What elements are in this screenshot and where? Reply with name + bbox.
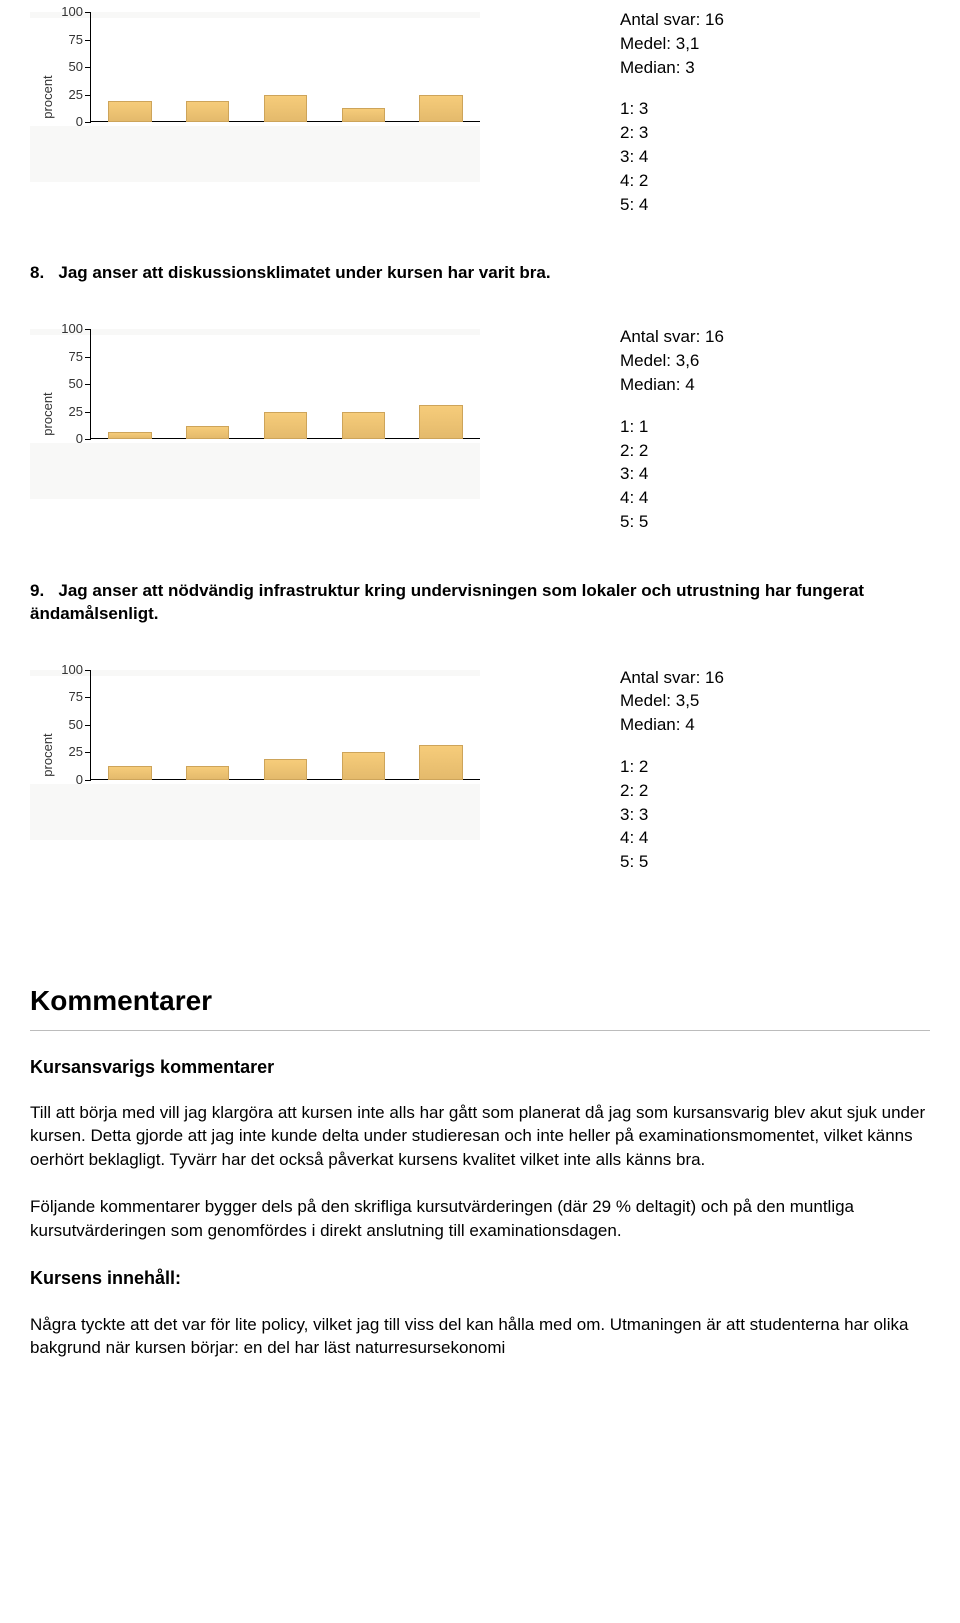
bar-1-2	[264, 95, 308, 123]
dist-1-2: 3: 4	[620, 145, 724, 169]
chart-plot-2: 0255075100	[90, 329, 480, 439]
stats-medel-1: Medel: 3,1	[620, 32, 724, 56]
bar-3-4	[419, 745, 463, 779]
stats-median-2: Median: 4	[620, 373, 724, 397]
dist-2-0: 1: 1	[620, 415, 724, 439]
ytick-label: 25	[69, 743, 83, 761]
chart-wrap-2: procent02550751001. Mycket dåligt2345. M…	[30, 325, 480, 499]
question-body-9: Jag anser att nödvändig infrastruktur kr…	[30, 581, 864, 623]
dist-2-4: 5: 5	[620, 510, 724, 534]
dist-1-4: 5: 4	[620, 193, 724, 217]
stats-medel-3: Medel: 3,5	[620, 689, 724, 713]
ytick-label: 75	[69, 31, 83, 49]
bar-chart-1: procent02550751001. Instämmer inte alls2…	[30, 12, 480, 182]
ytick-label: 50	[69, 58, 83, 76]
ytick-label: 100	[61, 3, 83, 21]
dist-1-3: 4: 2	[620, 169, 724, 193]
dist-3-1: 2: 2	[620, 779, 724, 803]
comments-rule	[30, 1030, 930, 1031]
comments-heading: Kommentarer	[30, 982, 930, 1020]
comments-para-2: Följande kommentarer bygger dels på den …	[30, 1195, 930, 1242]
bar-chart-2: procent02550751001. Mycket dåligt2345. M…	[30, 329, 480, 499]
stats-col-1: Antal svar: 16 Medel: 3,1 Median: 3 1: 3…	[620, 8, 724, 234]
chart-wrap-1: procent02550751001. Instämmer inte alls2…	[30, 8, 480, 182]
question-text-9: 9. Jag anser att nödvändig infrastruktur…	[30, 580, 930, 626]
ytick-label: 25	[69, 403, 83, 421]
question-block-3: procent02550751001. Instämmer inte alls2…	[30, 666, 930, 892]
bar-2-1	[186, 426, 230, 440]
bar-2-3	[342, 412, 386, 440]
dist-3-2: 3: 3	[620, 803, 724, 827]
question-text-8: 8. Jag anser att diskussionsklimatet und…	[30, 262, 930, 285]
dist-2-3: 4: 4	[620, 486, 724, 510]
stats-antal-3: Antal svar: 16	[620, 666, 724, 690]
dist-1-0: 1: 3	[620, 97, 724, 121]
bar-3-0	[108, 766, 152, 780]
ytick-label: 75	[69, 688, 83, 706]
comments-subheading-2: Kursens innehåll:	[30, 1266, 930, 1290]
bar-3-3	[342, 752, 386, 780]
dist-2-1: 2: 2	[620, 439, 724, 463]
stats-antal-1: Antal svar: 16	[620, 8, 724, 32]
chart-ylabel-1: procent	[39, 75, 57, 118]
comments-subheading: Kursansvarigs kommentarer	[30, 1055, 930, 1079]
stats-antal-2: Antal svar: 16	[620, 325, 724, 349]
comments-section: Kommentarer Kursansvarigs kommentarer Ti…	[30, 982, 930, 1360]
ytick-label: 25	[69, 86, 83, 104]
ytick-label: 100	[61, 661, 83, 679]
dist-1-1: 2: 3	[620, 121, 724, 145]
dist-3-4: 5: 5	[620, 850, 724, 874]
stats-median-1: Median: 3	[620, 56, 724, 80]
comments-para-3: Några tyckte att det var för lite policy…	[30, 1313, 930, 1360]
row-2: procent02550751001. Mycket dåligt2345. M…	[30, 325, 930, 551]
stats-median-3: Median: 4	[620, 713, 724, 737]
question-block-1: procent02550751001. Instämmer inte alls2…	[30, 8, 930, 285]
bar-chart-3: procent02550751001. Instämmer inte alls2…	[30, 670, 480, 840]
bar-1-3	[342, 108, 386, 122]
chart-ylabel-3: procent	[39, 733, 57, 776]
row-3: procent02550751001. Instämmer inte alls2…	[30, 666, 930, 892]
ytick-label: 0	[76, 771, 83, 789]
comments-para-1: Till att börja med vill jag klargöra att…	[30, 1101, 930, 1171]
dist-2-2: 3: 4	[620, 462, 724, 486]
question-number-9: 9.	[30, 581, 44, 600]
chart-wrap-3: procent02550751001. Instämmer inte alls2…	[30, 666, 480, 840]
ytick-label: 0	[76, 431, 83, 449]
stats-col-3: Antal svar: 16 Medel: 3,5 Median: 4 1: 2…	[620, 666, 724, 892]
bar-1-0	[108, 101, 152, 122]
stats-col-2: Antal svar: 16 Medel: 3,6 Median: 4 1: 1…	[620, 325, 724, 551]
chart-plot-3: 0255075100	[90, 670, 480, 780]
ytick-label: 0	[76, 113, 83, 131]
chart-plot-1: 0255075100	[90, 12, 480, 122]
question-block-2: procent02550751001. Mycket dåligt2345. M…	[30, 325, 930, 625]
dist-3-0: 1: 2	[620, 755, 724, 779]
ytick-label: 50	[69, 716, 83, 734]
bar-3-1	[186, 766, 230, 780]
bar-2-4	[419, 405, 463, 439]
stats-medel-2: Medel: 3,6	[620, 349, 724, 373]
ytick-label: 100	[61, 321, 83, 339]
bar-1-4	[419, 95, 463, 123]
question-number-8: 8.	[30, 263, 44, 282]
chart-ylabel-2: procent	[39, 393, 57, 436]
ytick-label: 50	[69, 376, 83, 394]
bar-1-1	[186, 101, 230, 122]
bar-3-2	[264, 759, 308, 780]
ytick-label: 75	[69, 348, 83, 366]
row-1: procent02550751001. Instämmer inte alls2…	[30, 8, 930, 234]
dist-3-3: 4: 4	[620, 826, 724, 850]
question-body-8: Jag anser att diskussionsklimatet under …	[58, 263, 550, 282]
bar-2-0	[108, 432, 152, 439]
bar-2-2	[264, 412, 308, 440]
